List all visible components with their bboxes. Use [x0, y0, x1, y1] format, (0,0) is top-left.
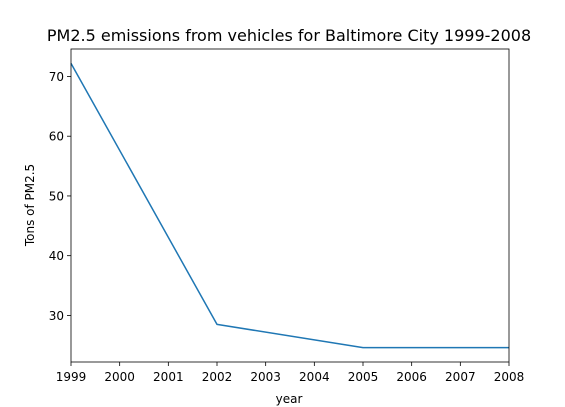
series-line: [70, 62, 509, 349]
y-tick-label: 60: [49, 130, 64, 144]
x-tick-label: 2005: [348, 370, 379, 384]
y-tick-label: 70: [49, 70, 64, 84]
y-tick-label: 50: [49, 189, 64, 203]
chart-title: PM2.5 emissions from vehicles for Baltim…: [47, 26, 531, 45]
y-axis-label: Tons of PM2.5: [23, 164, 37, 247]
y-tick-label: 30: [49, 309, 64, 323]
y-tick-label: 40: [49, 249, 64, 263]
plot-frame: [70, 48, 510, 363]
x-tick-label: 2002: [202, 370, 233, 384]
x-tick-label: 2001: [153, 370, 184, 384]
x-tick-label: 2003: [250, 370, 281, 384]
x-tick-label: 2007: [445, 370, 476, 384]
x-tick-label: 2008: [494, 370, 525, 384]
x-tick-label: 1999: [56, 370, 87, 384]
x-axis-label: year: [276, 392, 303, 406]
x-tick-label: 2004: [299, 370, 330, 384]
x-tick-label: 2006: [396, 370, 427, 384]
plot-area: 1999 2000 2001 2002 2003 2004 2005 2006 2007 2008…: [49, 48, 525, 384]
x-tick-label: 2000: [104, 370, 135, 384]
